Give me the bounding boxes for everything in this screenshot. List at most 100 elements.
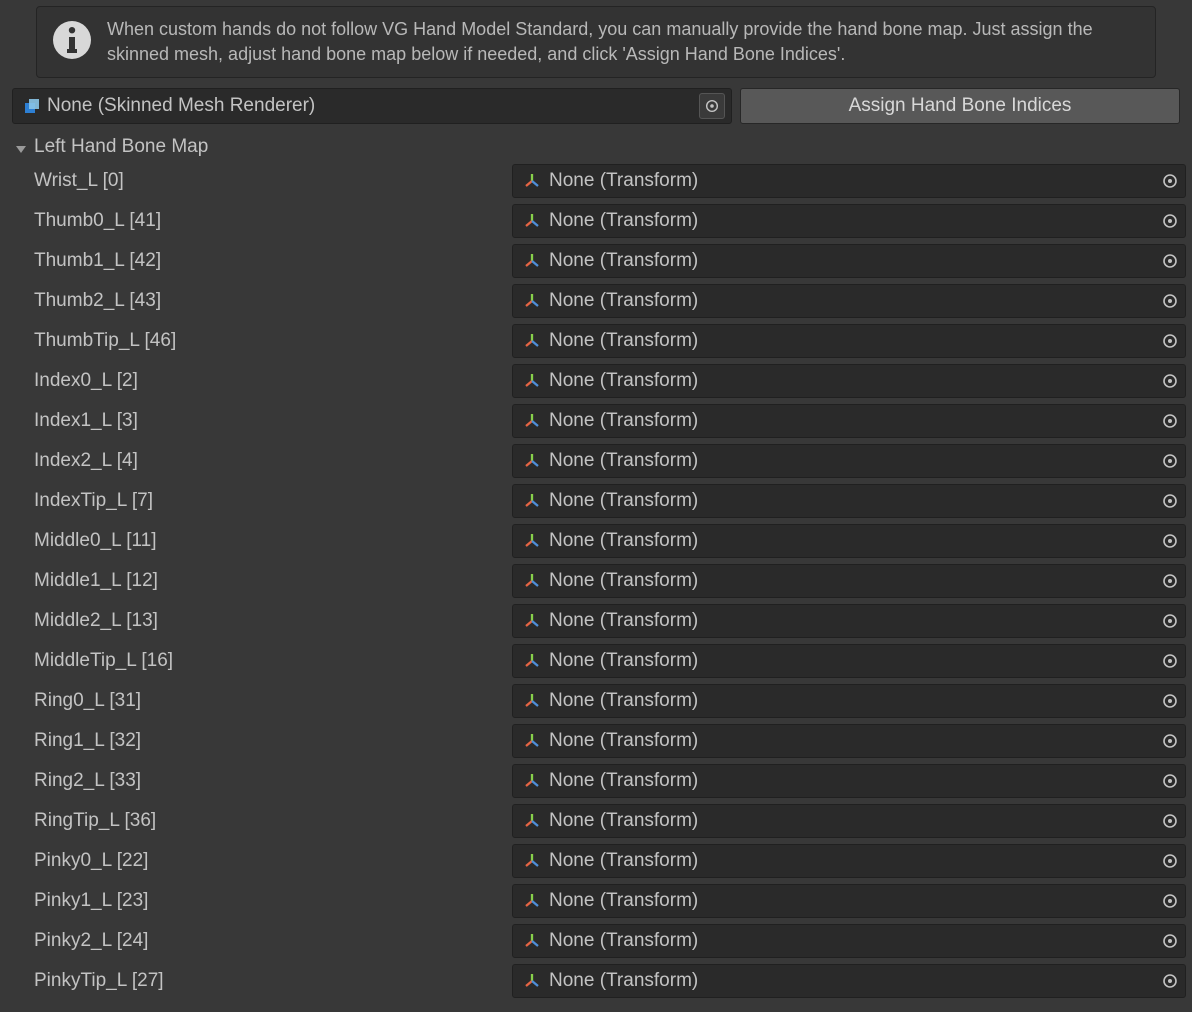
transform-icon — [523, 452, 541, 470]
transform-icon — [523, 612, 541, 630]
object-picker-icon[interactable] — [1161, 452, 1179, 470]
bone-label: PinkyTip_L [27] — [34, 970, 512, 992]
bone-label: ThumbTip_L [46] — [34, 330, 512, 352]
bone-row: ThumbTip_L [46] None (Transform) — [34, 324, 1186, 358]
object-picker-icon[interactable] — [1161, 372, 1179, 390]
bone-row: Thumb2_L [43] None (Transform) — [34, 284, 1186, 318]
object-picker-icon[interactable] — [1161, 212, 1179, 230]
transform-field[interactable]: None (Transform) — [512, 484, 1186, 518]
bone-row: Thumb0_L [41] None (Transform) — [34, 204, 1186, 238]
transform-field[interactable]: None (Transform) — [512, 964, 1186, 998]
object-picker-icon[interactable] — [1161, 772, 1179, 790]
object-picker-icon[interactable] — [1161, 332, 1179, 350]
transform-value: None (Transform) — [549, 170, 1161, 192]
bone-row: MiddleTip_L [16] None (Transform) — [34, 644, 1186, 678]
bone-label: MiddleTip_L [16] — [34, 650, 512, 672]
bone-label: Middle2_L [13] — [34, 610, 512, 632]
bone-label: Ring1_L [32] — [34, 730, 512, 752]
bone-label: Ring0_L [31] — [34, 690, 512, 712]
transform-value: None (Transform) — [549, 290, 1161, 312]
object-picker-icon[interactable] — [1161, 652, 1179, 670]
transform-value: None (Transform) — [549, 930, 1161, 952]
help-box: When custom hands do not follow VG Hand … — [36, 6, 1156, 78]
bone-row: PinkyTip_L [27] None (Transform) — [34, 964, 1186, 998]
object-picker-icon[interactable] — [1161, 532, 1179, 550]
transform-field[interactable]: None (Transform) — [512, 604, 1186, 638]
transform-value: None (Transform) — [549, 730, 1161, 752]
object-picker-icon[interactable] — [1161, 972, 1179, 990]
transform-value: None (Transform) — [549, 650, 1161, 672]
transform-field[interactable]: None (Transform) — [512, 644, 1186, 678]
transform-value: None (Transform) — [549, 490, 1161, 512]
bone-row: Middle2_L [13] None (Transform) — [34, 604, 1186, 638]
object-picker-icon[interactable] — [1161, 812, 1179, 830]
object-picker-icon[interactable] — [1161, 172, 1179, 190]
transform-field[interactable]: None (Transform) — [512, 924, 1186, 958]
bone-label: Thumb0_L [41] — [34, 210, 512, 232]
transform-field[interactable]: None (Transform) — [512, 404, 1186, 438]
transform-field[interactable]: None (Transform) — [512, 764, 1186, 798]
transform-field[interactable]: None (Transform) — [512, 524, 1186, 558]
transform-icon — [523, 732, 541, 750]
foldout-arrow-icon — [14, 140, 28, 154]
object-picker-icon[interactable] — [1161, 852, 1179, 870]
transform-field[interactable]: None (Transform) — [512, 884, 1186, 918]
transform-icon — [523, 172, 541, 190]
transform-icon — [523, 772, 541, 790]
foldout-header[interactable]: Left Hand Bone Map — [6, 132, 1186, 164]
bone-label: Ring2_L [33] — [34, 770, 512, 792]
transform-field[interactable]: None (Transform) — [512, 204, 1186, 238]
bone-row: Pinky1_L [23] None (Transform) — [34, 884, 1186, 918]
info-icon — [51, 19, 93, 61]
object-picker-icon[interactable] — [1161, 732, 1179, 750]
object-picker-button[interactable] — [699, 93, 725, 119]
bone-label: Pinky0_L [22] — [34, 850, 512, 872]
transform-field[interactable]: None (Transform) — [512, 444, 1186, 478]
transform-icon — [523, 292, 541, 310]
transform-value: None (Transform) — [549, 410, 1161, 432]
object-picker-icon[interactable] — [1161, 292, 1179, 310]
transform-field[interactable]: None (Transform) — [512, 284, 1186, 318]
transform-value: None (Transform) — [549, 570, 1161, 592]
transform-value: None (Transform) — [549, 250, 1161, 272]
bone-row: Pinky2_L [24] None (Transform) — [34, 924, 1186, 958]
transform-icon — [523, 572, 541, 590]
transform-field[interactable]: None (Transform) — [512, 684, 1186, 718]
skinned-mesh-field[interactable]: None (Skinned Mesh Renderer) — [12, 88, 732, 124]
bone-label: Thumb2_L [43] — [34, 290, 512, 312]
object-picker-icon[interactable] — [1161, 692, 1179, 710]
transform-value: None (Transform) — [549, 370, 1161, 392]
transform-icon — [523, 372, 541, 390]
transform-value: None (Transform) — [549, 330, 1161, 352]
transform-icon — [523, 492, 541, 510]
transform-field[interactable]: None (Transform) — [512, 724, 1186, 758]
bone-row: IndexTip_L [7] None (Transform) — [34, 484, 1186, 518]
transform-field[interactable]: None (Transform) — [512, 844, 1186, 878]
object-picker-icon[interactable] — [1161, 492, 1179, 510]
object-picker-icon[interactable] — [1161, 412, 1179, 430]
object-picker-icon[interactable] — [1161, 612, 1179, 630]
transform-value: None (Transform) — [549, 450, 1161, 472]
foldout-title: Left Hand Bone Map — [34, 136, 208, 158]
assign-hand-bone-indices-button[interactable]: Assign Hand Bone Indices — [740, 88, 1180, 124]
transform-field[interactable]: None (Transform) — [512, 804, 1186, 838]
transform-value: None (Transform) — [549, 970, 1161, 992]
bone-label: Index2_L [4] — [34, 450, 512, 472]
transform-value: None (Transform) — [549, 850, 1161, 872]
object-picker-icon[interactable] — [1161, 892, 1179, 910]
object-picker-icon[interactable] — [1161, 252, 1179, 270]
object-picker-icon[interactable] — [1161, 932, 1179, 950]
transform-field[interactable]: None (Transform) — [512, 244, 1186, 278]
bone-row: Pinky0_L [22] None (Transform) — [34, 844, 1186, 878]
object-picker-icon[interactable] — [1161, 572, 1179, 590]
transform-icon — [523, 412, 541, 430]
skinned-mesh-value: None (Skinned Mesh Renderer) — [47, 95, 695, 117]
transform-field[interactable]: None (Transform) — [512, 364, 1186, 398]
transform-field[interactable]: None (Transform) — [512, 324, 1186, 358]
transform-field[interactable]: None (Transform) — [512, 164, 1186, 198]
transform-field[interactable]: None (Transform) — [512, 564, 1186, 598]
bone-label: Pinky1_L [23] — [34, 890, 512, 912]
bone-row: Middle0_L [11] None (Transform) — [34, 524, 1186, 558]
transform-value: None (Transform) — [549, 810, 1161, 832]
bone-row: Thumb1_L [42] None (Transform) — [34, 244, 1186, 278]
